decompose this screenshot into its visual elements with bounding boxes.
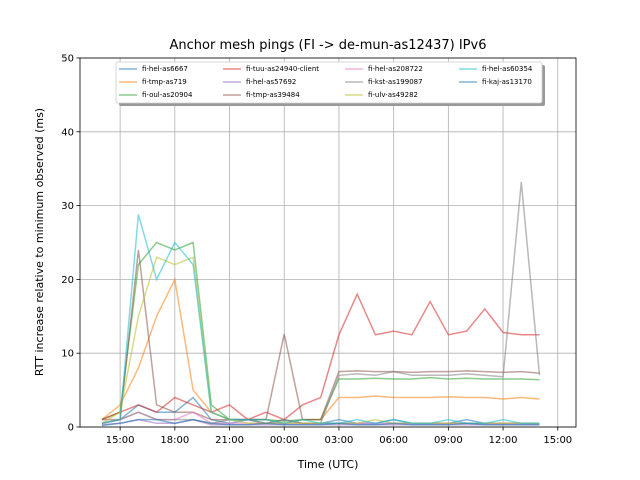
y-tick-label: 50 <box>61 54 74 65</box>
x-tick-label: 03:00 <box>325 435 354 446</box>
series-line <box>101 292 540 421</box>
legend-label: fi-kaj-as13170 <box>482 78 532 86</box>
y-tick-label: 20 <box>61 275 74 286</box>
x-axis-label: Time (UTC) <box>297 458 359 471</box>
legend-label: fi-ulv-as49282 <box>368 91 418 99</box>
legend-label: fi-hel-as208722 <box>368 65 423 73</box>
y-axis-label: RTT increase relative to minimum observe… <box>33 108 46 376</box>
legend-label: fi-hel-as6667 <box>142 65 188 73</box>
plot-frame <box>79 57 577 428</box>
legend-label: fi-tuu-as24940-client <box>246 65 319 73</box>
legend-box <box>115 61 543 104</box>
y-tick-label: 10 <box>61 349 74 360</box>
legend-label: fi-oul-as20904 <box>142 91 193 99</box>
legend-label: fi-kst-as199087 <box>368 78 423 86</box>
legend-label: fi-tmp-as39484 <box>246 91 300 99</box>
x-tick-label: 21:00 <box>215 435 244 446</box>
x-tick-label: 00:00 <box>270 435 299 446</box>
x-tick-label: 18:00 <box>160 435 189 446</box>
x-tick-label: 15:00 <box>543 435 572 446</box>
series-line <box>101 418 540 427</box>
y-tick-label: 30 <box>61 201 74 212</box>
chart-title: Anchor mesh pings (FI -> de-mun-as12437)… <box>170 38 487 53</box>
legend-label: fi-hel-as60354 <box>482 65 533 73</box>
series-line <box>101 249 540 421</box>
x-tick-label: 15:00 <box>106 435 135 446</box>
legend-label: fi-hel-as57692 <box>246 78 296 86</box>
legend: fi-hel-as6667 fi-tmp-as719 fi-oul-as20904 f… <box>115 61 545 106</box>
x-tick-label: 06:00 <box>379 435 408 446</box>
y-tick-label: 40 <box>61 127 74 138</box>
legend-label: fi-tmp-as719 <box>142 78 187 86</box>
x-tick-label: 09:00 <box>434 435 463 446</box>
x-tick-label: 12:00 <box>489 435 518 446</box>
y-tick-label: 0 <box>68 423 74 434</box>
